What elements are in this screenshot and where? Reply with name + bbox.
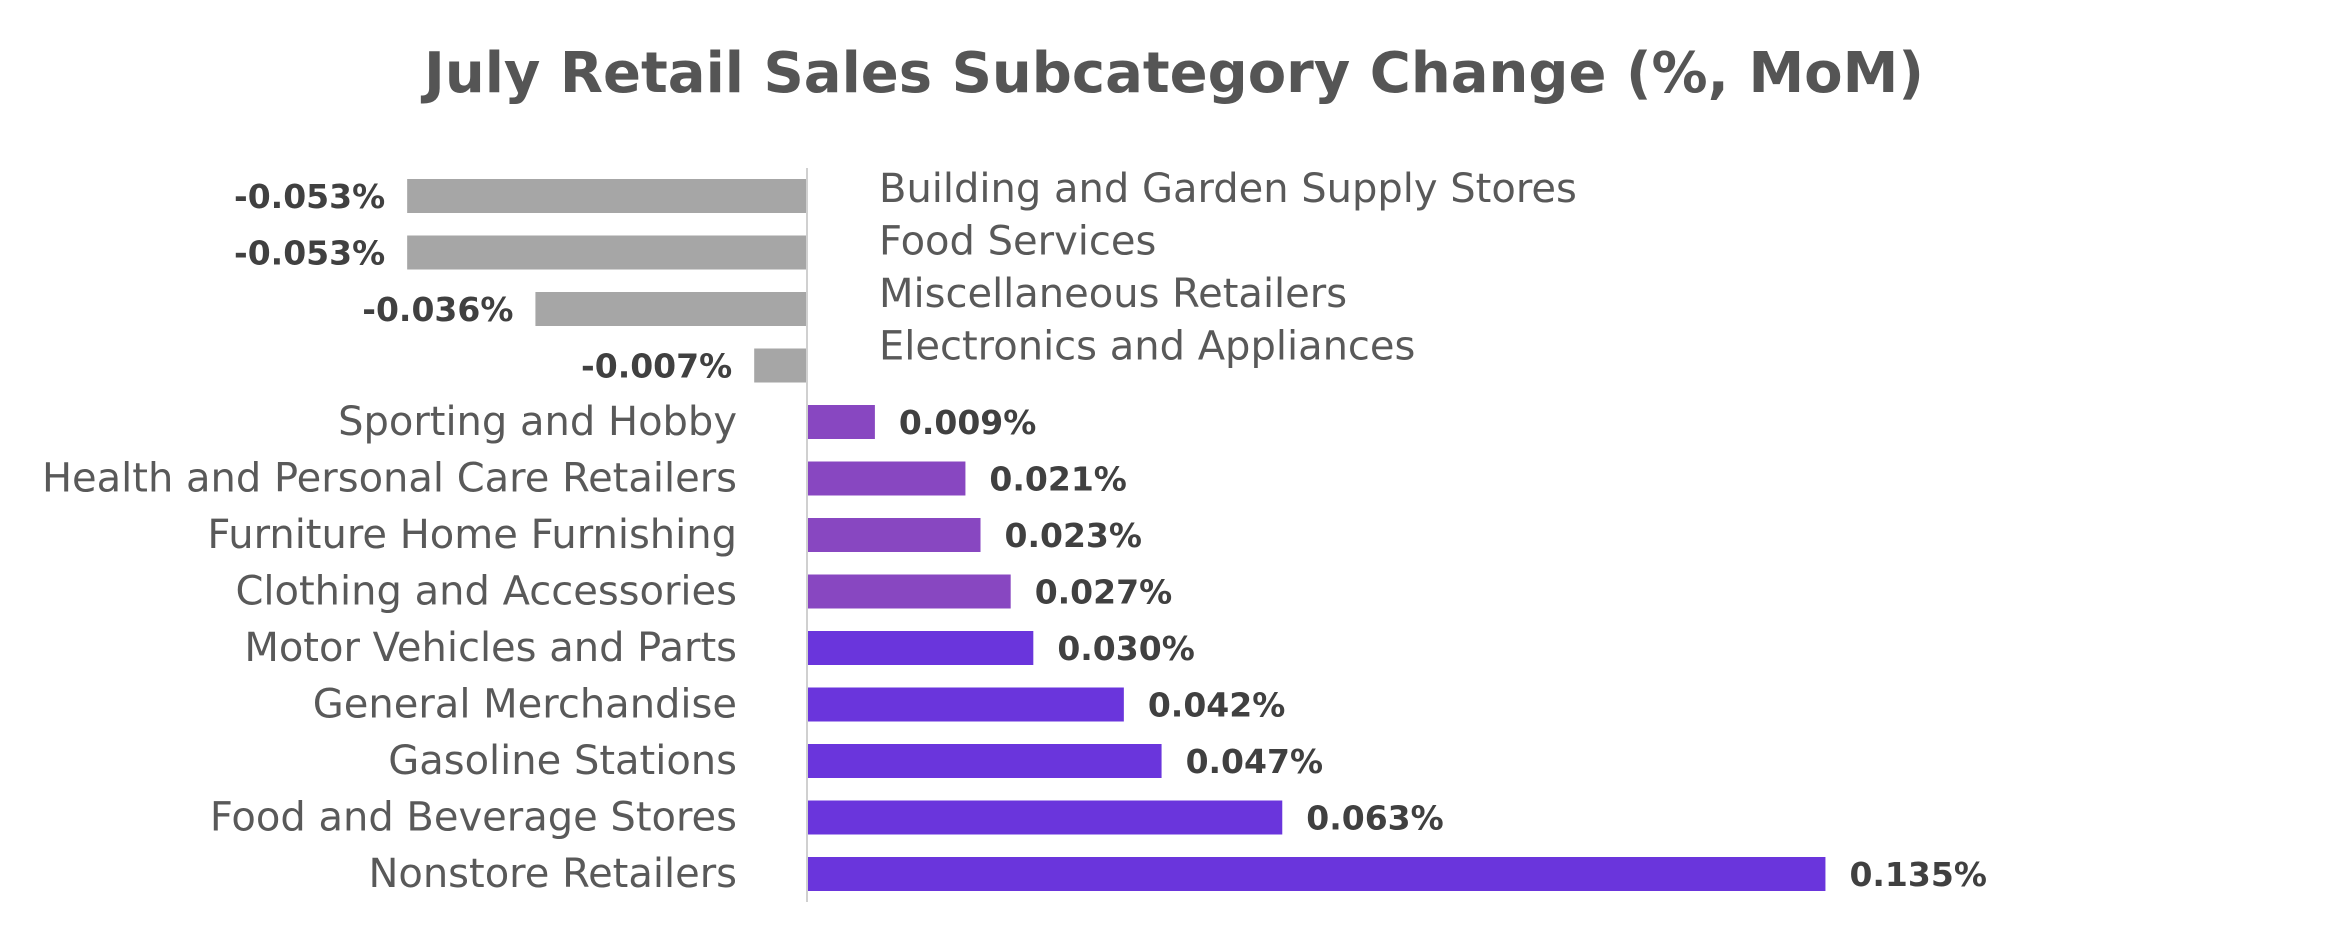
value-label-3: -0.007%: [581, 347, 732, 386]
bar-6: [807, 518, 981, 552]
category-label-5: Health and Personal Care Retailers: [42, 456, 737, 502]
value-label-0: -0.053%: [234, 177, 385, 216]
bar-8: [807, 631, 1034, 665]
value-label-5: 0.021%: [989, 460, 1126, 499]
bar-3: [754, 348, 807, 383]
bar-7: [807, 574, 1011, 609]
bar-2: [535, 292, 807, 326]
bar-12: [807, 857, 1826, 891]
chart-title: July Retail Sales Subcategory Change (%,…: [420, 41, 1924, 106]
category-label-4: Sporting and Hobby: [338, 399, 737, 445]
value-label-12: 0.135%: [1849, 855, 1986, 894]
category-label-6: Furniture Home Furnishing: [207, 512, 737, 558]
category-label-8: Motor Vehicles and Parts: [244, 625, 737, 671]
value-label-4: 0.009%: [899, 403, 1036, 442]
value-label-1: -0.053%: [234, 234, 385, 273]
category-label-1: Food Services: [879, 219, 1156, 265]
bar-0: [407, 179, 807, 213]
category-label-12: Nonstore Retailers: [368, 851, 737, 897]
bar-4: [807, 405, 875, 439]
bar-5: [807, 461, 966, 496]
category-label-0: Building and Garden Supply Stores: [879, 166, 1577, 212]
value-label-11: 0.063%: [1306, 799, 1443, 838]
bar-10: [807, 744, 1162, 778]
bar-11: [807, 800, 1283, 835]
category-label-2: Miscellaneous Retailers: [879, 271, 1347, 317]
bars-group: -0.053% Building and Garden Supply Stores…: [42, 166, 1987, 897]
bar-1: [407, 235, 807, 270]
category-label-3: Electronics and Appliances: [879, 324, 1415, 370]
category-label-9: General Merchandise: [313, 682, 737, 728]
value-label-8: 0.030%: [1057, 629, 1194, 668]
bar-9: [807, 687, 1124, 722]
category-label-11: Food and Beverage Stores: [210, 795, 737, 841]
category-label-10: Gasoline Stations: [388, 738, 737, 784]
value-label-10: 0.047%: [1186, 742, 1323, 781]
category-label-7: Clothing and Accessories: [235, 569, 737, 615]
value-label-9: 0.042%: [1148, 686, 1285, 725]
value-label-7: 0.027%: [1035, 573, 1172, 612]
value-label-2: -0.036%: [362, 290, 513, 329]
value-label-6: 0.023%: [1005, 516, 1142, 555]
